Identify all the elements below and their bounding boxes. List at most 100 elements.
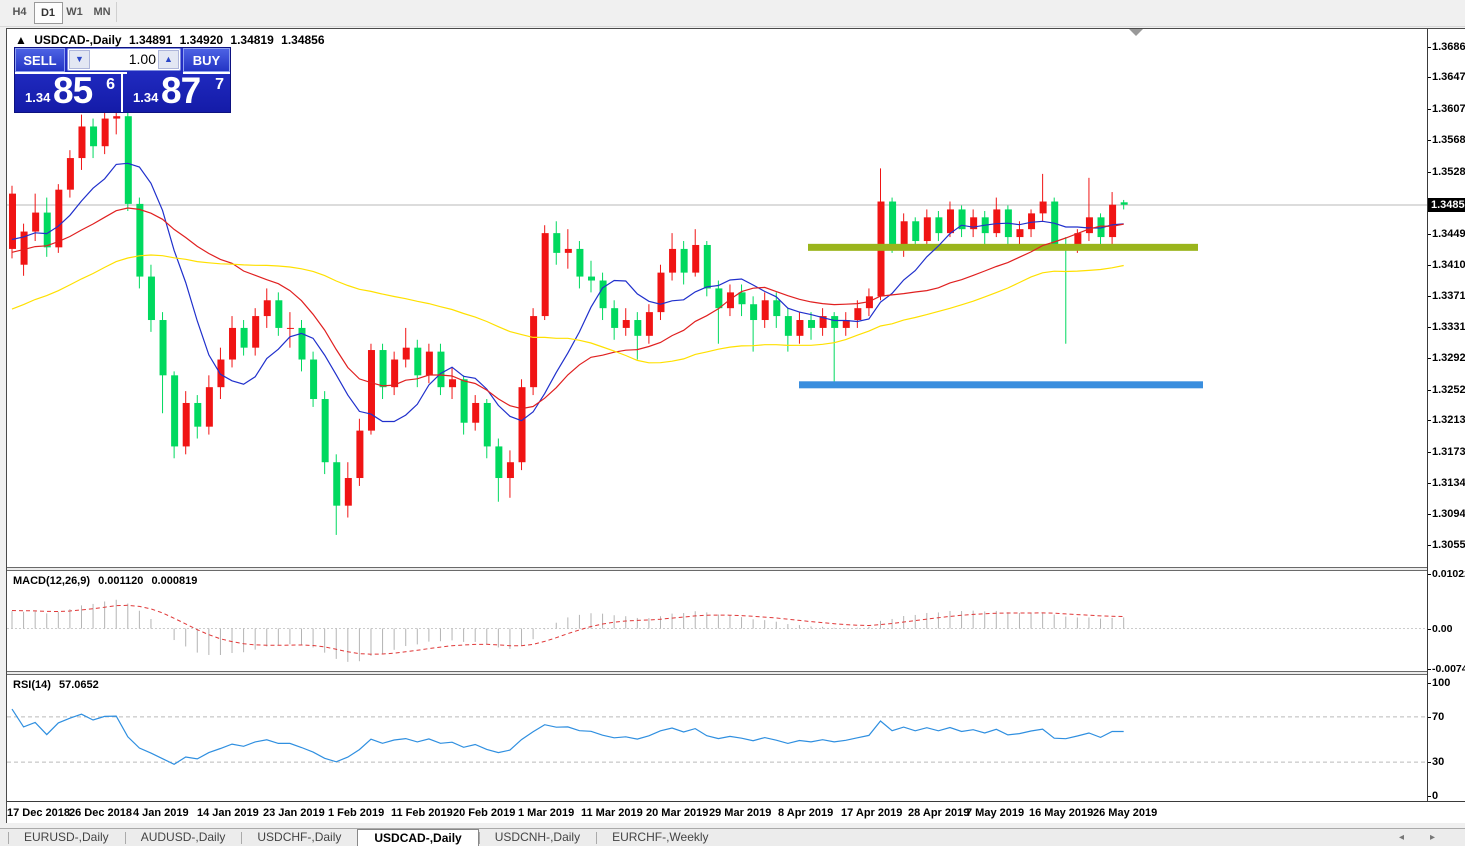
lot-size-input[interactable]: 1.00 (128, 51, 156, 67)
macd-tick (1428, 628, 1431, 630)
candle (171, 375, 179, 447)
candle (414, 347, 422, 376)
price-axis-label: 1.34100 (1432, 258, 1465, 271)
candle (449, 379, 457, 388)
candle (66, 158, 74, 190)
timeframe-button-d1[interactable]: D1 (33, 2, 63, 24)
rsi-name: RSI(14) (13, 679, 51, 691)
buy-button[interactable]: BUY (183, 48, 230, 72)
candle (796, 320, 804, 336)
price-tick (1428, 545, 1431, 547)
candle (344, 478, 352, 506)
candle (865, 296, 873, 309)
price-axis-label: 1.33710 (1432, 289, 1465, 302)
candle (831, 316, 839, 328)
rsi-tick (1428, 716, 1431, 718)
lot-decrease-button[interactable]: ▼ (69, 50, 90, 69)
timeframe-button-h4[interactable]: H4 (12, 6, 27, 18)
chart-tab-audusd[interactable]: AUDUSD-,Daily (124, 829, 242, 846)
sell-price-pip: 6 (106, 76, 115, 93)
lot-increase-button[interactable]: ▲ (158, 50, 179, 69)
candle (842, 320, 850, 328)
candle (229, 327, 237, 360)
candle (889, 201, 897, 249)
chart-tab-usdcnh[interactable]: USDCNH-,Daily (478, 829, 596, 846)
toolbar-separator (116, 2, 117, 22)
tab-scroll-left-icon[interactable]: ◂ (1398, 832, 1430, 843)
candle (506, 462, 514, 479)
moving-average-45 (11, 254, 1124, 364)
rsi-axis-label: 70 (1432, 710, 1445, 723)
panel-splitter[interactable] (7, 671, 1465, 675)
price-chart-panel[interactable]: ▲ USDCAD-,Daily 1.34891 1.34920 1.34819 … (7, 29, 1427, 567)
chart-tab-eurchf[interactable]: EURCHF-,Weekly (596, 829, 724, 846)
collapse-arrow-icon[interactable]: ▲ (15, 33, 27, 47)
date-label: 11 Feb 2019 (391, 807, 453, 819)
chart-tab-usdchf[interactable]: USDCHF-,Daily (241, 829, 357, 846)
price-tick (1428, 357, 1431, 359)
price-axis-label: 1.35280 (1432, 165, 1465, 178)
timeframe-button-mn[interactable]: MN (93, 6, 111, 18)
rsi-chart[interactable] (7, 676, 1427, 801)
candle (599, 280, 607, 309)
one-click-trade-panel: SELL ▼ 1.00 ▲ BUY 1.34 85 6 1.34 87 (14, 47, 231, 113)
tab-scroll-right-icon[interactable]: ▸ (1429, 832, 1461, 843)
macd-panel[interactable]: MACD(12,26,9) 0.001120 0.000819 (7, 572, 1427, 672)
price-tick (1428, 389, 1431, 391)
support-line[interactable] (799, 381, 1203, 389)
candle (958, 209, 966, 230)
rsi-panel[interactable]: RSI(14) 57.0652 (7, 676, 1427, 801)
price-axis-label: 1.32920 (1432, 351, 1465, 364)
chart-window-tabs: EURUSD-,Daily AUDUSD-,Daily USDCHF-,Daily U… (0, 828, 1465, 846)
price-axis[interactable]: 1.36860 1.36470 1.36070 1.35680 1.35280 1.344… (1427, 29, 1465, 802)
price-axis-label: 1.35680 (1432, 133, 1465, 146)
timeframe-button-w1[interactable]: W1 (66, 6, 83, 18)
resistance-line[interactable] (808, 243, 1198, 251)
candle (1028, 213, 1036, 230)
panel-splitter[interactable] (7, 567, 1465, 571)
buy-price-display[interactable]: 1.34 87 7 (123, 70, 230, 112)
candle (726, 292, 734, 309)
date-axis[interactable]: 17 Dec 2018 26 Dec 2018 4 Jan 2019 14 Jan 2… (7, 802, 1465, 823)
candle (101, 118, 109, 147)
price-tick (1428, 139, 1431, 141)
candle (483, 402, 491, 447)
sell-button[interactable]: SELL (15, 48, 65, 72)
candle (182, 402, 190, 447)
candle (935, 217, 943, 234)
current-price-tag: 1.34856 (1428, 198, 1465, 212)
candle (622, 320, 630, 328)
candle (645, 312, 653, 336)
price-tick (1428, 46, 1431, 48)
price-tick (1428, 77, 1431, 79)
macd-tick (1428, 574, 1431, 575)
symbol-name: USDCAD-,Daily (34, 33, 122, 47)
price-axis-label: 1.34490 (1432, 227, 1465, 240)
candle (669, 248, 677, 273)
rsi-value: 57.0652 (58, 679, 99, 691)
macd-chart[interactable] (7, 572, 1427, 672)
chart-tab-usdcad[interactable]: USDCAD-,Daily (357, 829, 479, 846)
chart-shift-marker-icon[interactable] (1129, 29, 1143, 36)
candle (9, 193, 16, 249)
macd-histogram (11, 599, 1125, 662)
candle (252, 316, 260, 348)
candlestick-chart[interactable] (7, 29, 1427, 567)
candle (588, 276, 595, 281)
candle (136, 203, 144, 277)
price-tick (1428, 482, 1431, 484)
candle (634, 320, 642, 336)
date-label: 14 Jan 2019 (197, 807, 259, 819)
buy-underline (183, 72, 230, 74)
candle (147, 276, 155, 321)
candle (333, 462, 341, 506)
tab-spacer (0, 829, 8, 846)
candle (1016, 229, 1024, 238)
macd-signal-value: 0.000819 (151, 575, 198, 587)
price-axis-label: 1.33310 (1432, 321, 1465, 334)
chart-tab-eurusd[interactable]: EURUSD-,Daily (8, 829, 125, 846)
ohlc-close: 1.34856 (281, 33, 325, 47)
date-label: 17 Dec 2018 (7, 807, 70, 819)
price-axis-label: 1.32520 (1432, 383, 1465, 396)
sell-price-display[interactable]: 1.34 85 6 (15, 70, 121, 112)
